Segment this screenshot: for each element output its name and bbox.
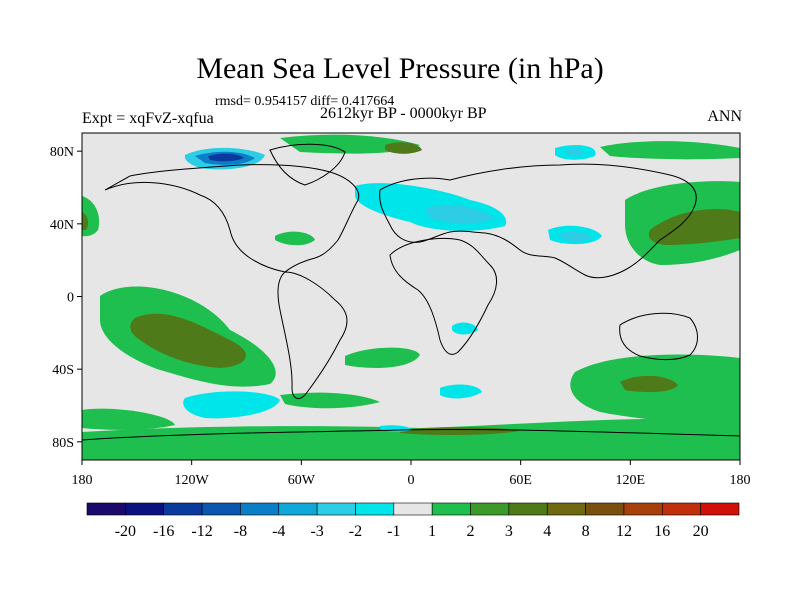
season-label: ANN — [707, 108, 742, 125]
north-pacific-small-high — [275, 231, 315, 246]
australia-coast — [619, 312, 698, 361]
colorbar-label-7: -1 — [387, 523, 400, 540]
x-tick-label-2: 60W — [288, 473, 316, 488]
colorbar-label-15: 20 — [693, 523, 709, 540]
experiment-label: Expt = xqFvZ-xqfua — [82, 110, 214, 127]
colorbar-label-3: -8 — [234, 523, 247, 540]
south-america-coast — [277, 271, 348, 399]
coastlines — [82, 143, 740, 441]
southern-atlantic-band — [280, 392, 380, 409]
antarctica-coast — [82, 428, 740, 441]
rmsd-diff-stats: rmsd= 0.954157 diff= 0.417664 — [215, 94, 395, 109]
colorbar-label-2: -12 — [191, 523, 212, 540]
colorbar-label-8: 1 — [428, 523, 436, 540]
eurasia-coast — [379, 163, 697, 279]
europe-low-inner — [425, 204, 495, 224]
colorbar-label-0: -20 — [115, 523, 136, 540]
south-pacific-high-core — [130, 313, 247, 368]
greenland-coast — [269, 143, 346, 186]
north-america-coast — [104, 164, 360, 273]
x-tick-label-6: 180 — [730, 473, 751, 488]
colorbar-label-5: -3 — [310, 523, 323, 540]
colorbar-swatch-3 — [201, 502, 241, 516]
colorbar-swatch-9 — [431, 502, 471, 516]
axis-ticks: 180 120W 60W 0 60E 120E 180 80N 40N 0 40S 80S — [50, 145, 751, 488]
x-tick-label-3: 0 — [408, 473, 415, 488]
y-tick-label-3: 40S — [52, 363, 74, 378]
x-tick-label-5: 120E — [616, 473, 646, 488]
y-tick-label-1: 40N — [50, 218, 74, 233]
colorbar-swatch-14 — [623, 502, 663, 516]
colorbar-swatch-10 — [470, 502, 510, 516]
x-tick-label-4: 60E — [509, 473, 532, 488]
colorbar-swatch-15 — [661, 502, 701, 516]
colorbar-swatch-0 — [86, 502, 126, 516]
colorbar-label-6: -2 — [349, 523, 362, 540]
colorbar-swatch-5 — [278, 502, 318, 516]
colorbar: -20 -16 -12 -8 -4 -3 -2 -1 1 2 3 4 8 12 16 20 — [86, 502, 740, 540]
colorbar-swatch-16 — [700, 502, 740, 516]
central-asia-low-inner — [560, 231, 592, 242]
africa-coast — [389, 238, 497, 355]
colorbar-label-13: 12 — [616, 523, 632, 540]
colorbar-swatch-6 — [316, 502, 356, 516]
colorbar-swatch-7 — [355, 502, 395, 516]
colorbar-swatch-4 — [240, 502, 280, 516]
antarctic-margin — [82, 418, 740, 460]
colorbar-swatch-2 — [163, 502, 203, 516]
southern-africa-low — [452, 322, 478, 335]
x-tick-label-1: 120W — [175, 473, 210, 488]
colorbar-label-10: 3 — [505, 523, 513, 540]
arctic-russia-low-inner — [565, 148, 585, 156]
colorbar-label-9: 2 — [467, 523, 475, 540]
south-pacific-band — [82, 408, 175, 430]
colorbar-swatch-1 — [125, 502, 165, 516]
y-tick-label-4: 80S — [52, 436, 74, 451]
colorbar-swatch-13 — [585, 502, 625, 516]
south-pacific-low — [183, 391, 280, 419]
arctic-high-core — [385, 142, 422, 154]
colorbar-label-11: 4 — [543, 523, 551, 540]
southern-ocean-low — [440, 384, 482, 399]
colorbar-label-1: -16 — [153, 523, 174, 540]
colorbar-label-4: -4 — [272, 523, 285, 540]
colorbar-swatch-8 — [393, 502, 433, 516]
south-atlantic-high — [345, 347, 420, 368]
southern-indian-ocean-core — [620, 375, 678, 393]
north-pacific-west-core — [648, 209, 740, 245]
colorbar-swatch-12 — [546, 502, 586, 516]
greenland-low-inner — [208, 153, 244, 162]
siberia-high — [600, 141, 740, 160]
colorbar-label-12: 8 — [582, 523, 590, 540]
y-tick-label-0: 80N — [50, 145, 74, 160]
y-tick-label-2: 0 — [67, 291, 74, 306]
map-title: Mean Sea Level Pressure (in hPa) — [196, 52, 604, 85]
x-tick-label-0: 180 — [72, 473, 93, 488]
west-pacific-edge-core — [82, 212, 89, 230]
time-period-label: 2612kyr BP - 0000kyr BP — [320, 105, 487, 122]
colorbar-swatch-11 — [508, 502, 548, 516]
colorbar-label-14: 16 — [654, 523, 670, 540]
